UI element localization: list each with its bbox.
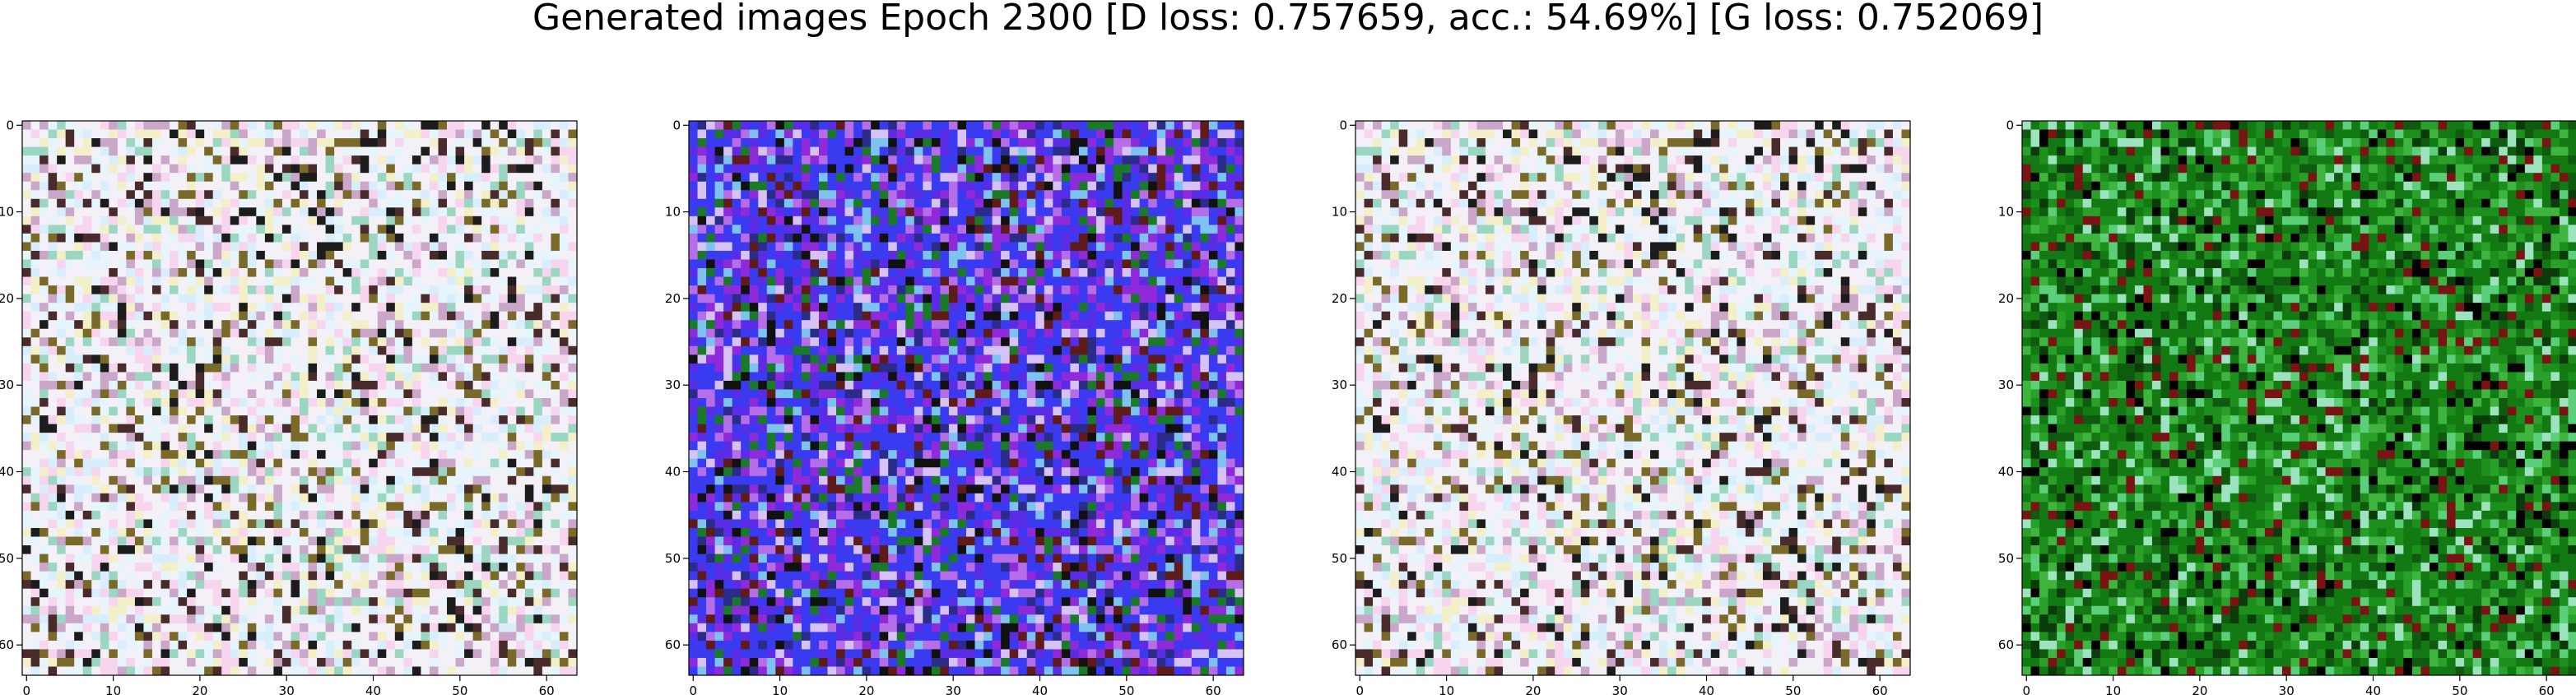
y-tick-label: 50 bbox=[665, 551, 681, 566]
y-tick-label: 20 bbox=[1998, 291, 2014, 306]
x-tick-label: 30 bbox=[1612, 683, 1628, 695]
image-pixels bbox=[22, 121, 578, 676]
x-tick-label: 20 bbox=[1525, 683, 1541, 695]
x-tick-label: 20 bbox=[2192, 683, 2207, 695]
x-tick-label: 10 bbox=[2105, 683, 2121, 695]
x-tick-label: 60 bbox=[1872, 683, 1888, 695]
y-tick-label: 60 bbox=[0, 637, 14, 652]
figure-title: Generated images Epoch 2300 [D loss: 0.7… bbox=[532, 0, 2044, 39]
y-tick-label: 40 bbox=[1332, 465, 1347, 480]
generated-image-panel-2: 0 10 20 30 40 50 60 0 10 20 30 40 50 60 bbox=[665, 118, 1244, 695]
x-tick-label: 0 bbox=[689, 683, 697, 695]
x-tick-label: 50 bbox=[452, 683, 467, 695]
y-tick-label: 50 bbox=[0, 551, 14, 566]
y-tick-label: 60 bbox=[1998, 637, 2014, 652]
y-tick-label: 50 bbox=[1998, 551, 2014, 566]
x-tick-label: 40 bbox=[365, 683, 381, 695]
axes-frame bbox=[21, 120, 578, 676]
y-tick-label: 20 bbox=[0, 291, 14, 306]
x-tick-label: 40 bbox=[1032, 683, 1048, 695]
y-tick-label: 60 bbox=[665, 637, 681, 652]
y-tick-label: 30 bbox=[665, 378, 681, 392]
x-tick-label: 30 bbox=[946, 683, 961, 695]
y-tick-label: 10 bbox=[1998, 205, 2014, 220]
axes-frame bbox=[688, 120, 1244, 676]
x-tick-label: 0 bbox=[1355, 683, 1364, 695]
x-tick-label: 10 bbox=[1439, 683, 1454, 695]
y-tick-label: 50 bbox=[1332, 551, 1347, 566]
y-tick-label: 30 bbox=[1998, 378, 2014, 392]
y-tick-label: 10 bbox=[1332, 205, 1347, 220]
y-tick-label: 30 bbox=[0, 378, 14, 392]
x-tick-label: 60 bbox=[2539, 683, 2555, 695]
x-tick-label: 50 bbox=[2452, 683, 2467, 695]
y-tick-label: 20 bbox=[1332, 291, 1347, 306]
x-tick-label: 50 bbox=[1118, 683, 1134, 695]
y-tick-label: 0 bbox=[6, 118, 14, 132]
y-tick-label: 0 bbox=[1339, 118, 1347, 132]
x-tick-label: 30 bbox=[2279, 683, 2295, 695]
y-tick-label: 40 bbox=[0, 465, 14, 480]
x-tick-label: 40 bbox=[2365, 683, 2381, 695]
x-tick-label: 10 bbox=[105, 683, 121, 695]
generated-image-panel-4: 0 10 20 30 40 50 60 0 10 20 30 40 50 60 bbox=[1998, 118, 2576, 695]
y-tick-label: 0 bbox=[672, 118, 681, 132]
x-tick-label: 60 bbox=[1206, 683, 1221, 695]
y-tick-label: 10 bbox=[665, 205, 681, 220]
y-tick-label: 20 bbox=[665, 291, 681, 306]
axes-frame bbox=[2021, 120, 2576, 676]
image-pixels bbox=[2022, 121, 2576, 676]
x-tick-label: 20 bbox=[858, 683, 874, 695]
x-tick-label: 50 bbox=[1785, 683, 1801, 695]
image-pixels bbox=[1355, 121, 1911, 676]
y-tick-label: 40 bbox=[1998, 465, 2014, 480]
x-tick-label: 10 bbox=[772, 683, 788, 695]
generated-image-panel-1: 0 10 20 30 40 50 60 0 10 20 30 40 50 60 bbox=[0, 118, 578, 695]
x-tick-label: 60 bbox=[539, 683, 555, 695]
x-tick-label: 20 bbox=[192, 683, 207, 695]
x-tick-label: 40 bbox=[1699, 683, 1714, 695]
generated-image-panel-3: 0 10 20 30 40 50 60 0 10 20 30 40 50 60 bbox=[1332, 118, 1911, 695]
x-tick-label: 0 bbox=[22, 683, 30, 695]
x-tick-label: 30 bbox=[279, 683, 295, 695]
y-tick-label: 40 bbox=[665, 465, 681, 480]
y-tick-label: 60 bbox=[1332, 637, 1347, 652]
x-tick-label: 0 bbox=[2022, 683, 2030, 695]
image-pixels bbox=[689, 121, 1244, 676]
y-tick-label: 10 bbox=[0, 205, 14, 220]
y-tick-label: 0 bbox=[2006, 118, 2014, 132]
axes-frame bbox=[1355, 120, 1911, 676]
y-tick-label: 30 bbox=[1332, 378, 1347, 392]
